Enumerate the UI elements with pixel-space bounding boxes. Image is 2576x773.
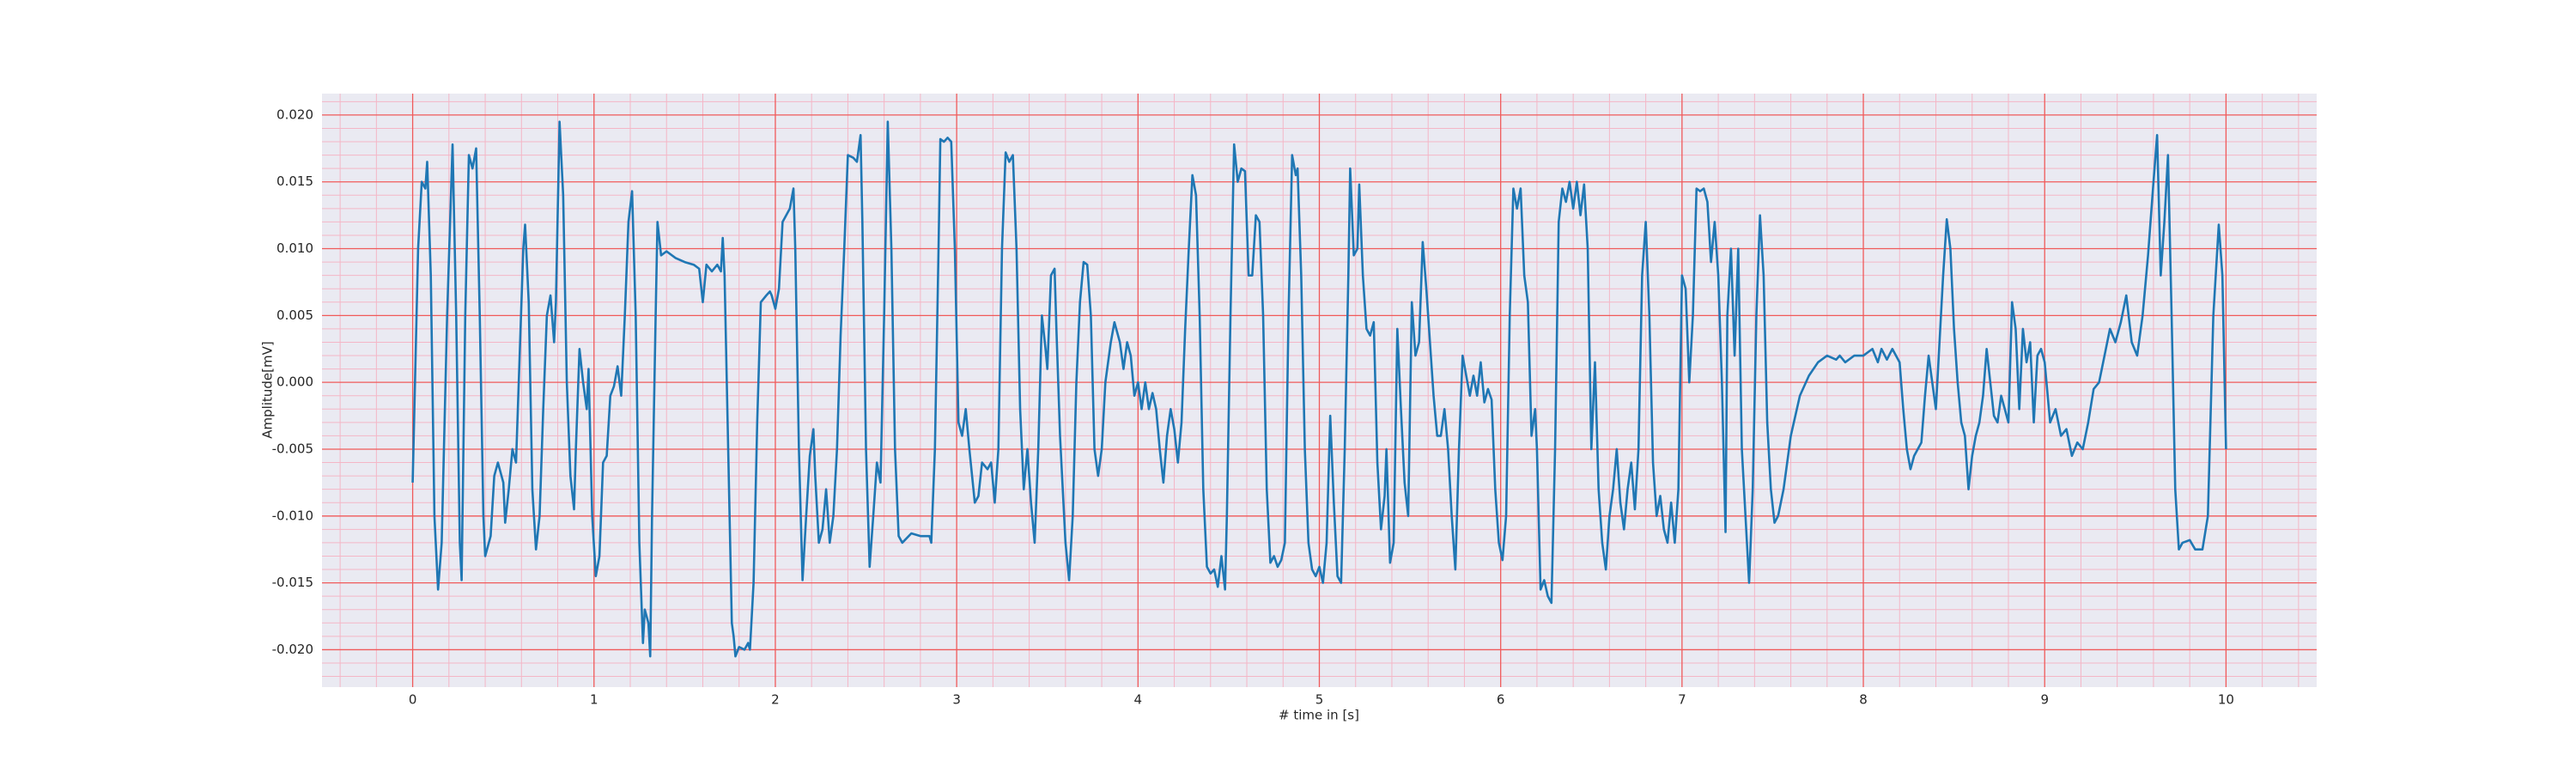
y-tick-label: 0.005 [276, 307, 313, 323]
x-tick-label: 7 [1678, 692, 1686, 708]
x-tick-label: 4 [1134, 692, 1143, 708]
y-tick-label: 0.000 [276, 374, 313, 390]
x-tick-label: 2 [771, 692, 780, 708]
y-tick-label: 0.010 [276, 240, 313, 256]
y-tick-label: 0.020 [276, 107, 313, 122]
x-axis-label: # time in [s] [1279, 708, 1359, 723]
x-tick-label: 0 [409, 692, 417, 708]
x-tick-label: 9 [2040, 692, 2049, 708]
x-tick-label: 1 [590, 692, 598, 708]
signal-line [411, 120, 2227, 658]
y-axis-label: Amplitude[mV] [260, 341, 276, 438]
y-tick-label: -0.015 [272, 575, 313, 590]
marks [411, 120, 2227, 658]
x-tick-label: 6 [1497, 692, 1505, 708]
y-tick-label: 0.015 [276, 173, 313, 189]
x-tick-label: 10 [2218, 692, 2234, 708]
x-tick-label: 5 [1315, 692, 1324, 708]
x-tick-label: 3 [952, 692, 961, 708]
y-tick-label: -0.010 [272, 508, 313, 523]
x-tick-label: 8 [1859, 692, 1868, 708]
y-tick-label: -0.005 [272, 441, 313, 456]
y-tick-label: -0.020 [272, 642, 313, 657]
grid [322, 94, 2317, 687]
